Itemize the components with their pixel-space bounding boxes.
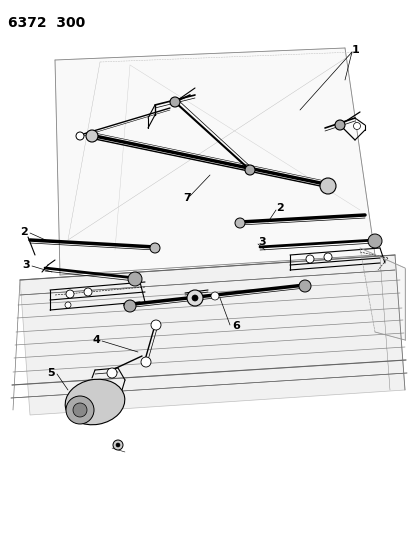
Text: 6: 6 <box>232 321 240 331</box>
Text: 3: 3 <box>22 260 30 270</box>
Polygon shape <box>20 255 405 415</box>
Circle shape <box>66 396 94 424</box>
Polygon shape <box>360 248 405 340</box>
Circle shape <box>84 288 92 296</box>
Circle shape <box>245 165 255 175</box>
Circle shape <box>299 280 311 292</box>
Text: 2: 2 <box>276 203 284 213</box>
Circle shape <box>124 300 136 312</box>
Circle shape <box>113 440 123 450</box>
Text: 6372  300: 6372 300 <box>8 16 85 30</box>
Text: 2: 2 <box>20 227 28 237</box>
Circle shape <box>141 357 151 367</box>
Circle shape <box>76 132 84 140</box>
Text: 5: 5 <box>47 368 55 378</box>
Circle shape <box>368 234 382 248</box>
Circle shape <box>187 290 203 306</box>
Circle shape <box>335 120 345 130</box>
Text: 7: 7 <box>183 193 191 203</box>
Ellipse shape <box>65 379 125 425</box>
Circle shape <box>73 403 87 417</box>
Circle shape <box>211 292 219 300</box>
Text: 1: 1 <box>352 45 360 55</box>
Circle shape <box>353 123 361 130</box>
Circle shape <box>324 253 332 261</box>
Circle shape <box>128 272 142 286</box>
Circle shape <box>235 218 245 228</box>
Circle shape <box>150 243 160 253</box>
Text: 3: 3 <box>258 237 266 247</box>
Circle shape <box>192 295 198 301</box>
Circle shape <box>107 368 117 378</box>
Circle shape <box>306 255 314 263</box>
Circle shape <box>116 443 120 447</box>
Circle shape <box>151 320 161 330</box>
Circle shape <box>86 130 98 142</box>
Circle shape <box>170 97 180 107</box>
Polygon shape <box>55 48 375 275</box>
Circle shape <box>66 290 74 298</box>
Circle shape <box>320 178 336 194</box>
Text: 4: 4 <box>92 335 100 345</box>
Circle shape <box>65 302 71 308</box>
